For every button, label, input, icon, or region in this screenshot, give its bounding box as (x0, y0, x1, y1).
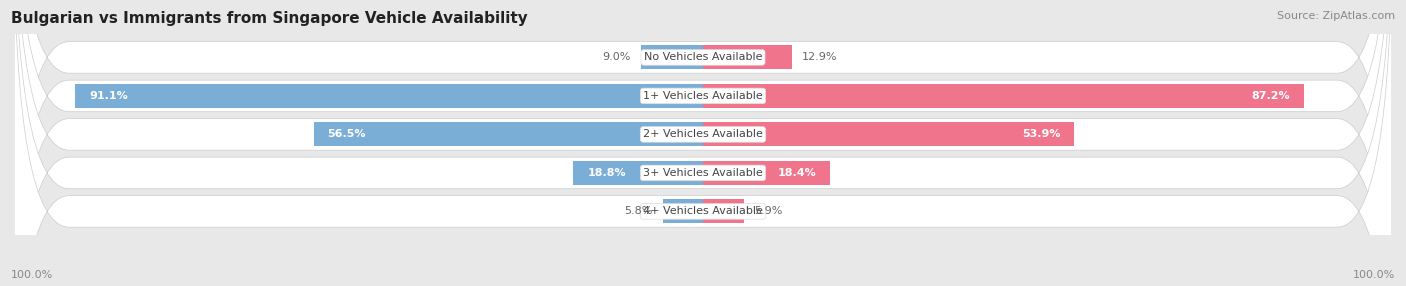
Bar (703, 84, 1303, 108)
Bar (76, 84, 703, 108)
Text: 12.9%: 12.9% (803, 52, 838, 62)
Bar (641, 45, 703, 69)
Text: 18.4%: 18.4% (778, 168, 815, 178)
Text: 3+ Vehicles Available: 3+ Vehicles Available (643, 168, 763, 178)
FancyBboxPatch shape (14, 0, 1392, 286)
Bar (314, 122, 703, 146)
Text: 5.8%: 5.8% (624, 206, 652, 217)
FancyBboxPatch shape (14, 0, 1392, 286)
Text: 5.9%: 5.9% (754, 206, 782, 217)
Bar (664, 200, 703, 223)
Text: 56.5%: 56.5% (328, 130, 366, 139)
Text: Source: ZipAtlas.com: Source: ZipAtlas.com (1277, 11, 1395, 21)
FancyBboxPatch shape (14, 0, 1392, 286)
Text: 18.8%: 18.8% (588, 168, 626, 178)
Text: 100.0%: 100.0% (11, 270, 53, 280)
Text: Bulgarian vs Immigrants from Singapore Vehicle Availability: Bulgarian vs Immigrants from Singapore V… (11, 11, 529, 26)
Text: 2+ Vehicles Available: 2+ Vehicles Available (643, 130, 763, 139)
Text: No Vehicles Available: No Vehicles Available (644, 52, 762, 62)
Text: 53.9%: 53.9% (1022, 130, 1060, 139)
Text: 9.0%: 9.0% (602, 52, 631, 62)
FancyBboxPatch shape (14, 0, 1392, 286)
Bar (703, 161, 830, 185)
Text: 87.2%: 87.2% (1251, 91, 1289, 101)
Bar (574, 161, 703, 185)
Bar (703, 122, 1074, 146)
Bar (703, 45, 792, 69)
Text: 91.1%: 91.1% (89, 91, 128, 101)
Text: 100.0%: 100.0% (1353, 270, 1395, 280)
Text: 1+ Vehicles Available: 1+ Vehicles Available (643, 91, 763, 101)
Bar (703, 200, 744, 223)
Text: 4+ Vehicles Available: 4+ Vehicles Available (643, 206, 763, 217)
FancyBboxPatch shape (14, 0, 1392, 286)
